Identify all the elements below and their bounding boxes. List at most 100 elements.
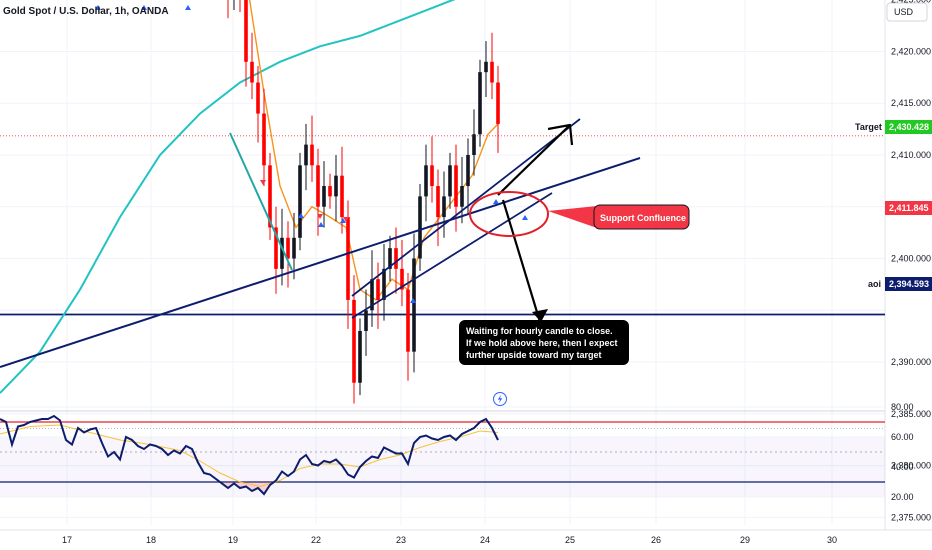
target-price: 2,430.428	[889, 122, 929, 132]
candle-body	[370, 279, 374, 311]
time-tick-label: 29	[740, 535, 750, 545]
support-callout-box	[593, 204, 690, 230]
candle-body	[286, 237, 290, 259]
pointer-arrow-head	[532, 309, 548, 322]
candles	[227, 0, 500, 404]
candle-body	[256, 82, 260, 114]
time-tick-label: 19	[228, 535, 238, 545]
candle-body	[436, 186, 440, 218]
candle-body	[334, 175, 338, 197]
candle-body	[352, 299, 356, 383]
candle-body	[466, 154, 470, 187]
rsi-tick-label: 60.00	[891, 432, 914, 442]
note-box	[459, 320, 629, 365]
time-tick-label: 22	[311, 535, 321, 545]
signal-up-marker	[318, 222, 324, 227]
price-tick-label: 2,425.000	[891, 0, 931, 5]
rsi-tick-label: 20.00	[891, 492, 914, 502]
support-callout-text: Support Confluence	[600, 213, 686, 223]
rsi-line	[0, 414, 499, 496]
target-label: Target	[855, 122, 882, 132]
candle-body	[472, 134, 476, 155]
price-tick-label: 2,385.000	[891, 409, 931, 419]
candle-body	[382, 268, 386, 300]
time-tick-label: 18	[146, 535, 156, 545]
candle-body	[454, 165, 458, 207]
time-tick-label: 23	[396, 535, 406, 545]
candle-body	[388, 248, 392, 269]
trendline-lower	[0, 157, 641, 368]
price-tick-label: 2,375.000	[891, 512, 931, 522]
price-tick-label: 2,420.000	[891, 46, 931, 56]
aoi-price-badge	[885, 277, 932, 291]
current-price-badge	[885, 201, 932, 215]
price-tick-label: 2,400.000	[891, 254, 931, 264]
ema-fast-line	[248, 0, 499, 301]
currency-button[interactable]	[886, 2, 928, 22]
price-tick-label: 2,410.000	[891, 150, 931, 160]
time-tick-label: 24	[480, 535, 490, 545]
rsi-tick-label: 40.00	[891, 462, 914, 472]
candle-body	[478, 72, 482, 135]
candle-body	[406, 289, 410, 352]
signal-up-marker	[522, 215, 528, 220]
rsi-tick-label: 80.00	[891, 402, 914, 412]
candle-body	[448, 165, 452, 197]
signal-up-marker	[410, 298, 416, 303]
signal-down-marker	[260, 180, 266, 185]
target-price-badge	[885, 120, 932, 134]
rsi-pane: 80.00 60.00 40.00 20.00	[0, 402, 914, 502]
candle-body	[496, 82, 500, 124]
ema-slow-line	[0, 0, 456, 394]
signal-down-marker	[317, 214, 323, 219]
time-tick-label: 25	[565, 535, 575, 545]
note-line-2: If we hold above here, then I expect	[466, 338, 618, 348]
candle-body	[298, 165, 302, 238]
candle-body	[394, 248, 398, 269]
candle-body	[316, 165, 320, 207]
time-tick-label: 17	[62, 535, 72, 545]
candle-body	[328, 186, 332, 197]
candle-body	[418, 196, 422, 259]
note-line-3: further upside toward my target	[466, 350, 602, 360]
indicator-lines	[0, 0, 885, 429]
candle-body	[346, 217, 350, 300]
candle-body	[412, 258, 416, 352]
target-arrow	[497, 123, 574, 196]
candle-body	[340, 175, 344, 218]
candle-body	[490, 61, 494, 83]
candle-body	[268, 165, 272, 228]
time-axis: 17 18 19 22 23 24 25 26 29 30	[62, 535, 837, 545]
channel-lower	[351, 192, 553, 319]
pointer-arrow	[501, 199, 542, 323]
currency-label: USD	[894, 7, 914, 17]
candle-body	[310, 144, 314, 166]
candle-body	[280, 237, 284, 269]
candle-body	[484, 61, 488, 73]
price-tick-label: 2,380.000	[891, 461, 931, 471]
candle-body	[274, 227, 278, 269]
candle-body	[304, 144, 308, 166]
candle-body	[430, 165, 434, 187]
lightning-icon[interactable]	[493, 392, 507, 406]
price-tick-label: 2,390.000	[891, 357, 931, 367]
candle-body	[424, 165, 428, 197]
candle-body	[358, 330, 362, 383]
price-tick-label: 2,415.000	[891, 98, 931, 108]
candle-body	[322, 186, 326, 207]
candle-body	[244, 0, 248, 62]
current-price: 2,411.845	[889, 203, 929, 213]
note-line-1: Waiting for hourly candle to close.	[466, 326, 613, 336]
signal-up-marker	[95, 5, 101, 10]
candle-body	[442, 196, 446, 218]
drawings	[0, 5, 641, 368]
aoi-price: 2,394.593	[889, 279, 929, 289]
candle-body	[400, 268, 404, 290]
candle-body	[292, 237, 296, 259]
aoi-label: aoi	[868, 279, 881, 289]
signal-down-marker	[343, 217, 349, 222]
signal-up-marker	[141, 5, 147, 10]
channel-upper	[351, 118, 581, 297]
signal-up-marker	[340, 218, 346, 223]
